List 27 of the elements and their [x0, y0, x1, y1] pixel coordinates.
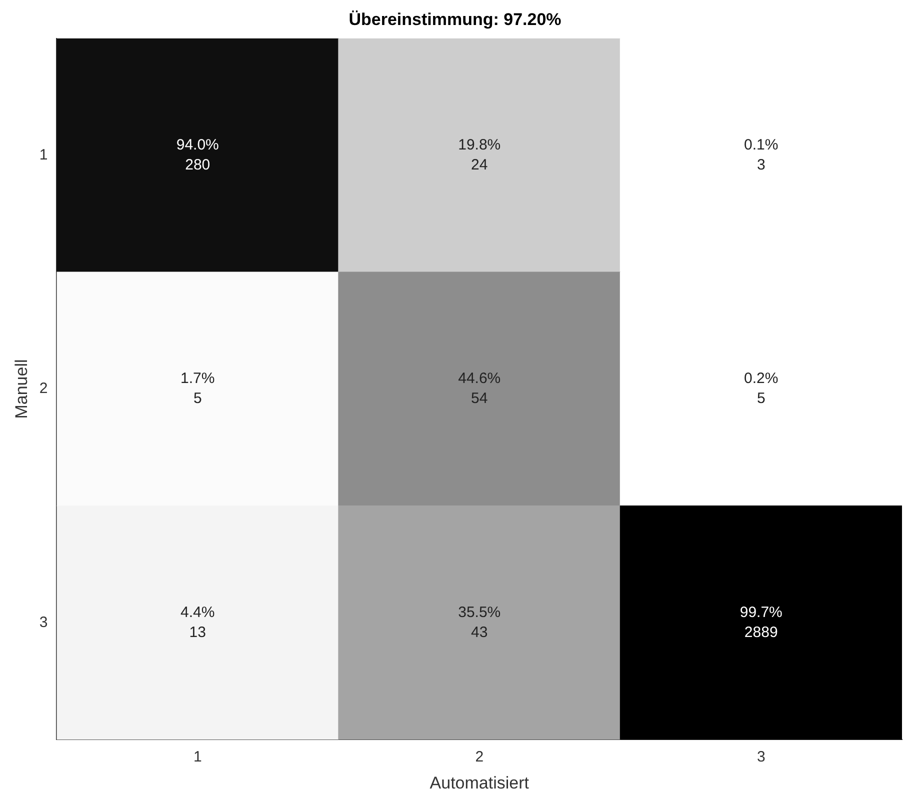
- annotation: 280: [185, 156, 210, 174]
- data-label: 0.1%: [744, 136, 778, 154]
- data-label: 94.0%: [176, 136, 219, 154]
- y-tick-label: 2: [39, 380, 48, 398]
- data-label: 0.2%: [744, 370, 778, 388]
- annotation: 5: [756, 390, 766, 408]
- annotation: 2889: [744, 624, 778, 641]
- y-tick-label: 3: [39, 614, 48, 631]
- annotation: 5: [193, 390, 202, 408]
- annotation: 54: [471, 390, 488, 408]
- y-axis-title: Manuell: [12, 359, 31, 419]
- annotation: 3: [756, 156, 766, 174]
- x-tick-label: 1: [193, 748, 202, 766]
- data-label: 44.6%: [458, 370, 501, 388]
- data-label: 99.7%: [740, 604, 782, 621]
- annotation: 43: [471, 624, 488, 641]
- x-tick-label: 2: [475, 748, 484, 766]
- chart-title: Übereinstimmung: 97.20%: [348, 10, 562, 29]
- annotation: 13: [189, 624, 206, 641]
- data-label: 4.4%: [180, 604, 215, 621]
- data-label: 19.8%: [458, 136, 501, 154]
- x-tick-label: 3: [756, 748, 766, 766]
- y-tick-label: 1: [39, 146, 48, 164]
- data-label: 35.5%: [458, 604, 501, 621]
- x-axis-title: Automatisiert: [430, 773, 530, 792]
- annotation: 24: [471, 156, 488, 174]
- data-label: 1.7%: [180, 370, 215, 388]
